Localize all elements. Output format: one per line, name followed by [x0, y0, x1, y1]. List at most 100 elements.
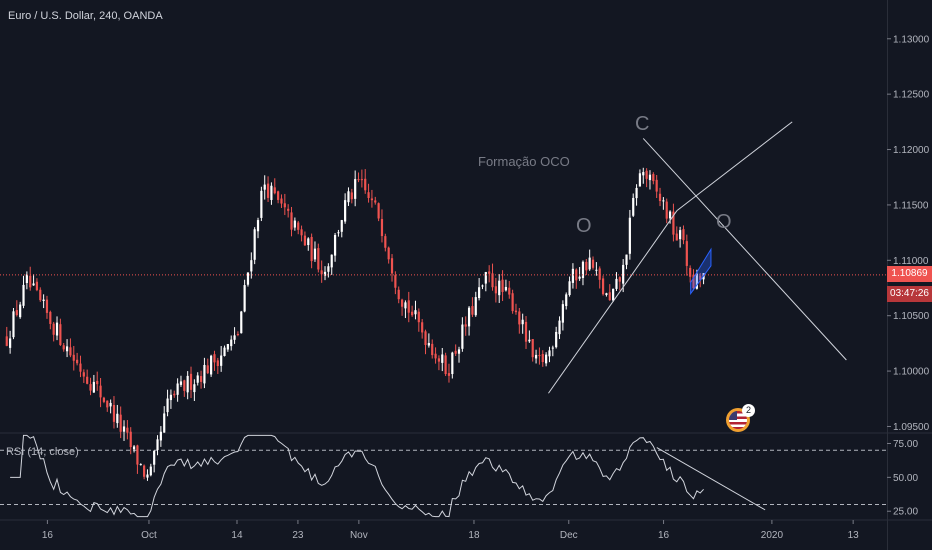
candle-body — [434, 353, 437, 359]
candle-body — [146, 474, 149, 478]
candle-body — [364, 178, 367, 191]
candle-body — [99, 385, 102, 398]
formation-label: Formação OCO — [478, 154, 570, 169]
price-tick-label: 1.12500 — [893, 90, 930, 101]
candle-body — [136, 445, 139, 465]
candle-body — [370, 198, 374, 201]
candle-body — [390, 258, 394, 274]
candle-body — [260, 190, 263, 218]
candle-body — [35, 281, 39, 291]
candle-body — [92, 381, 95, 393]
candle-body — [277, 191, 280, 200]
time-tick-label: Nov — [350, 530, 368, 541]
candle-body — [457, 349, 461, 354]
candle-body — [494, 286, 497, 294]
candle-body — [59, 324, 62, 345]
candle-body — [139, 464, 142, 466]
candle-body — [585, 261, 588, 271]
candle-body — [112, 405, 116, 422]
candle-body — [45, 299, 49, 313]
rsi-title: RSI (14, close) — [6, 446, 79, 458]
candle-body — [632, 197, 635, 216]
candle-body — [625, 254, 628, 265]
candle-body — [658, 193, 662, 202]
candle-body — [39, 289, 42, 301]
candle-body — [109, 402, 112, 407]
candle-body — [404, 302, 407, 309]
candle-body — [461, 324, 464, 349]
candle-body — [5, 336, 8, 346]
candle-body — [337, 232, 340, 234]
candle-body — [333, 234, 337, 256]
time-tick-label: 14 — [231, 530, 243, 541]
candle-body — [498, 280, 501, 296]
candle-body — [280, 198, 283, 204]
candle-body — [270, 185, 273, 200]
candle-body — [42, 299, 45, 301]
event-count-badge[interactable]: 2 — [742, 404, 755, 417]
candle-body — [297, 222, 300, 230]
candle-body — [307, 238, 310, 246]
candle-body — [511, 293, 514, 312]
candle-body — [253, 229, 256, 260]
price-tick-label: 1.09500 — [893, 422, 930, 433]
candle-body — [571, 268, 575, 283]
candle-body — [79, 363, 82, 372]
rsi-trendline — [656, 447, 766, 511]
candle-body — [203, 364, 206, 384]
candle-body — [608, 292, 611, 301]
candle-body — [491, 273, 494, 288]
candle-body — [62, 345, 65, 350]
candle-body — [622, 264, 625, 284]
candle-body — [29, 275, 32, 288]
candle-body — [283, 203, 286, 208]
candle-body — [89, 384, 92, 391]
candle-body — [685, 241, 688, 266]
candle-body — [243, 285, 246, 312]
candle-body — [595, 269, 598, 271]
candle-body — [159, 431, 162, 441]
candle-body — [394, 275, 397, 288]
candle-body — [340, 220, 343, 232]
time-tick-label: 13 — [848, 530, 860, 541]
candle-body — [233, 335, 236, 340]
flag-inner — [729, 411, 747, 429]
candle-body — [193, 384, 196, 393]
candle-body — [648, 174, 652, 181]
candle-body — [682, 229, 685, 241]
candle-body — [199, 376, 203, 382]
candle-body — [601, 278, 605, 295]
candle-body — [293, 220, 296, 228]
candle-body — [320, 270, 323, 275]
candle-body — [189, 373, 193, 390]
candle-body — [618, 277, 621, 282]
time-tick-label: 18 — [468, 530, 480, 541]
candle-body — [431, 343, 434, 356]
candle-body — [514, 310, 518, 313]
candle-body — [216, 360, 219, 367]
candle-body — [273, 187, 276, 194]
candle-body — [357, 179, 360, 181]
candle-body — [441, 354, 444, 363]
candle-body — [126, 427, 129, 433]
candle-body — [437, 358, 441, 362]
candle-body — [635, 187, 638, 199]
candle-body — [484, 272, 487, 284]
candle-body — [377, 203, 380, 219]
candle-body — [565, 294, 568, 307]
rsi-tick-label: 50.00 — [893, 473, 918, 484]
time-tick-label: Dec — [560, 530, 578, 541]
candle-body — [256, 220, 260, 232]
candle-body — [689, 267, 692, 277]
candle-body — [424, 331, 427, 345]
candle-body — [672, 211, 675, 235]
candle-body — [638, 173, 642, 187]
candle-body — [384, 236, 387, 248]
candle-body — [692, 274, 695, 289]
countdown-badge: 03:47:26 — [887, 286, 932, 302]
candle-body — [290, 212, 293, 230]
candle-body — [69, 347, 72, 356]
candle-body — [19, 304, 22, 318]
candle-body — [179, 381, 183, 385]
